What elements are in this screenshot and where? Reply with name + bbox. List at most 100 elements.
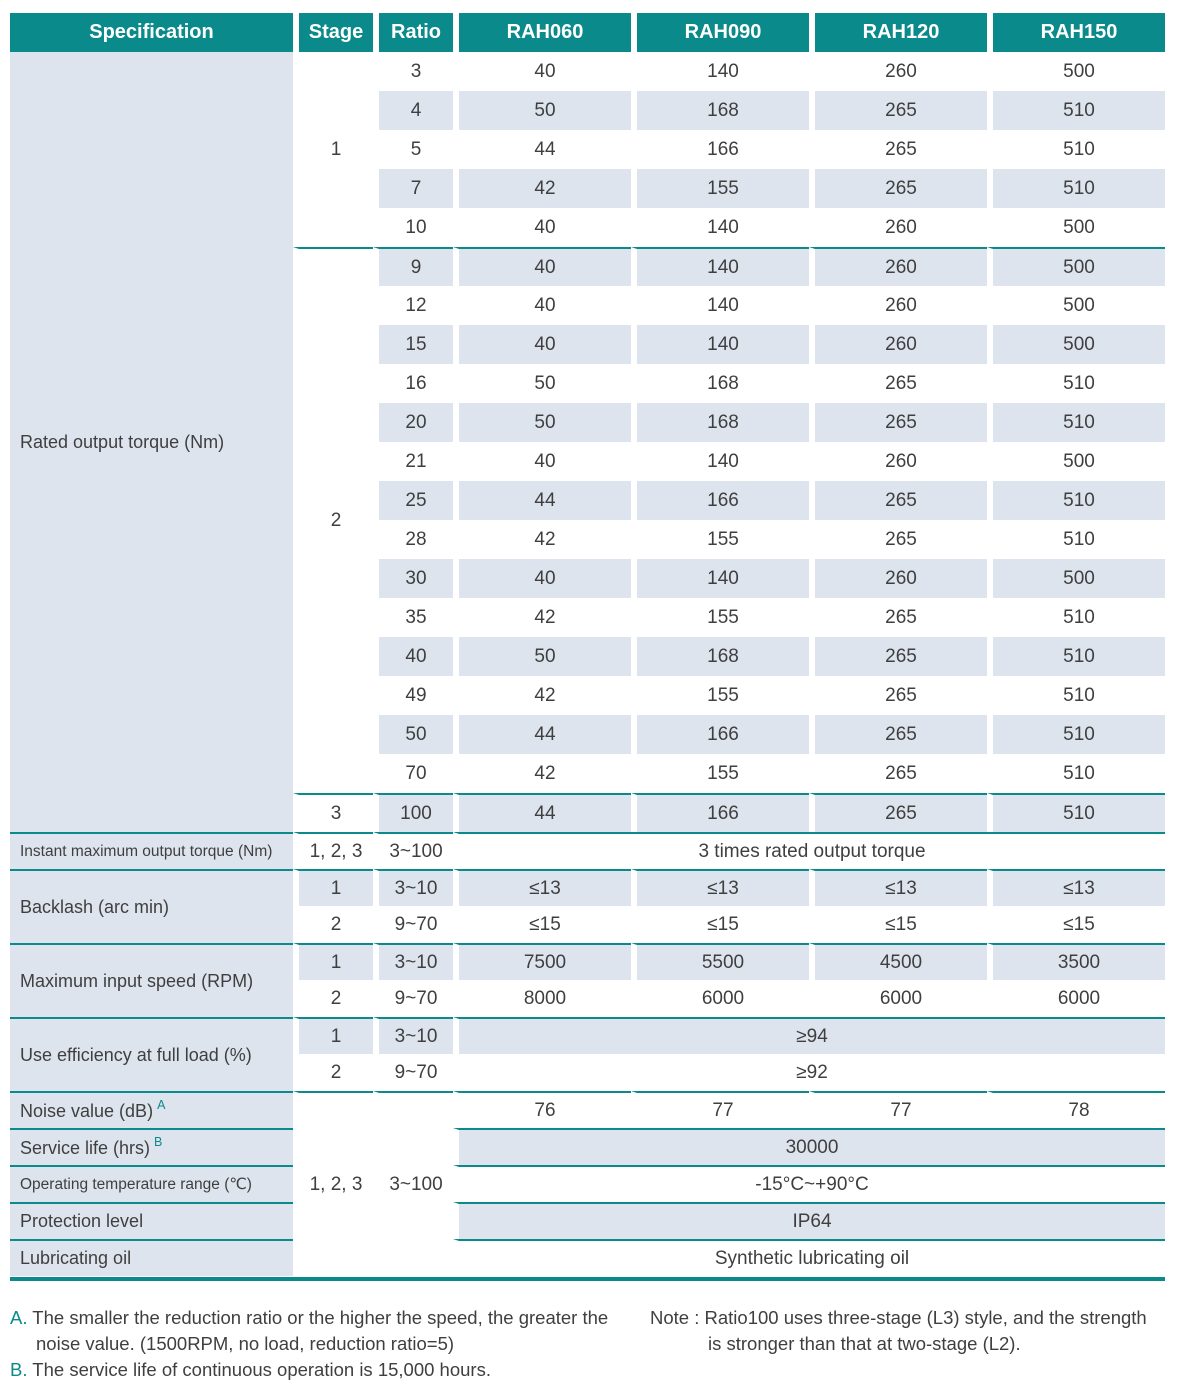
ratio-cell: 9~70 [373,980,453,1017]
ratio-cell: 100 [373,793,453,832]
value-cell: 3500 [987,943,1165,980]
value-cell: 50 [453,637,631,676]
value-cell: 510 [987,637,1165,676]
value-cell: 40 [453,52,631,91]
value-cell: 510 [987,598,1165,637]
value-cell: 265 [809,364,987,403]
value-cell: 6000 [631,980,809,1017]
value-cell: ≤15 [631,906,809,943]
stage-cell: 1, 2, 3 [293,1091,373,1276]
value-cell: 510 [987,364,1165,403]
value-cell: 510 [987,754,1165,793]
ratio-cell: 3~10 [373,943,453,980]
value-cell: 510 [987,169,1165,208]
value-cell: 40 [453,559,631,598]
value-cell: ≤13 [987,869,1165,906]
stage-cell: 1 [293,869,373,906]
value-cell: 510 [987,91,1165,130]
value-cell: 260 [809,325,987,364]
value-cell: 40 [453,325,631,364]
footnotes: A. The smaller the reduction ratio or th… [10,1305,1165,1383]
footnote-note-label: Note : [650,1307,700,1328]
value-cell: 265 [809,169,987,208]
footnote-b-text: The service life of continuous operation… [32,1358,491,1380]
row-label-instant-maximum-output-torque-nm: Instant maximum output torque (Nm) [10,832,293,869]
value-cell: 140 [631,52,809,91]
value-cell: 77 [809,1091,987,1128]
row-label-use-efficiency-at-full-load: Use efficiency at full load (%) [10,1017,293,1091]
value-cell: 140 [631,559,809,598]
value-cell: 42 [453,598,631,637]
value-cell: 155 [631,676,809,715]
ratio-cell: 70 [373,754,453,793]
column-header-rah120: RAH120 [809,13,987,52]
ratio-cell: 21 [373,442,453,481]
value-cell: 260 [809,286,987,325]
ratio-cell: 9~70 [373,1054,453,1091]
value-cell: 510 [987,520,1165,559]
value-cell: 500 [987,247,1165,286]
value-cell: ≤15 [453,906,631,943]
stage-cell: 1, 2, 3 [293,832,373,869]
table-header: Specification Stage Ratio RAH060 RAH090 RAH12… [10,13,1165,52]
value-cell: 500 [987,325,1165,364]
ratio-cell: 49 [373,676,453,715]
value-cell: 510 [987,130,1165,169]
value-cell: ≤15 [809,906,987,943]
value-cell: 140 [631,208,809,247]
column-header-rah060: RAH060 [453,13,631,52]
ratio-cell: 40 [373,637,453,676]
value-cell: 265 [809,598,987,637]
value-cell: 168 [631,637,809,676]
column-header-stage: Stage [293,13,373,52]
value-cell: 40 [453,442,631,481]
ratio-cell: 3 [373,52,453,91]
value-cell: 6000 [809,980,987,1017]
value-cell: 8000 [453,980,631,1017]
value-cell: 265 [809,481,987,520]
footnote-a-letter: A. [10,1307,28,1328]
row-label-noise-value-db: Noise value (dB) A [10,1091,293,1128]
value-cell: 50 [453,364,631,403]
column-header-specification: Specification [10,13,293,52]
stage-cell: 1 [293,52,373,247]
value-cell: 510 [987,481,1165,520]
value-cell: 166 [631,793,809,832]
footnote-ref-b: B [154,1135,163,1149]
stage-cell: 2 [293,906,373,943]
value-cell: 510 [987,403,1165,442]
value-cell: 40 [453,208,631,247]
value-cell: 265 [809,754,987,793]
value-cell: ≤13 [631,869,809,906]
value-cell: 265 [809,676,987,715]
row-label-protection-level: Protection level [10,1202,293,1239]
stage-cell: 2 [293,247,373,793]
value-cell: 155 [631,754,809,793]
value-cell: 168 [631,403,809,442]
ratio-cell: 3~10 [373,1017,453,1054]
value-cell: 78 [987,1091,1165,1128]
footnote-a-text: The smaller the reduction ratio or the h… [32,1307,609,1354]
value-cell: 3 times rated output torque [453,832,1165,869]
value-cell: 265 [809,520,987,559]
value-cell: 265 [809,130,987,169]
ratio-cell: 30 [373,559,453,598]
row-label-rated-output-torque-nm: Rated output torque (Nm) [10,52,293,832]
value-cell: Synthetic lubricating oil [453,1239,1165,1276]
value-cell: 7500 [453,943,631,980]
ratio-cell: 35 [373,598,453,637]
value-cell: 265 [809,91,987,130]
value-cell: -15°C~+90°C [453,1165,1165,1202]
value-cell: 265 [809,715,987,754]
column-header-rah090: RAH090 [631,13,809,52]
ratio-cell: 7 [373,169,453,208]
value-cell: 500 [987,286,1165,325]
value-cell: 166 [631,130,809,169]
value-cell: 500 [987,52,1165,91]
value-cell: 260 [809,208,987,247]
value-cell: 265 [809,637,987,676]
value-cell: 155 [631,520,809,559]
value-cell: ≤15 [987,906,1165,943]
value-cell: 260 [809,442,987,481]
